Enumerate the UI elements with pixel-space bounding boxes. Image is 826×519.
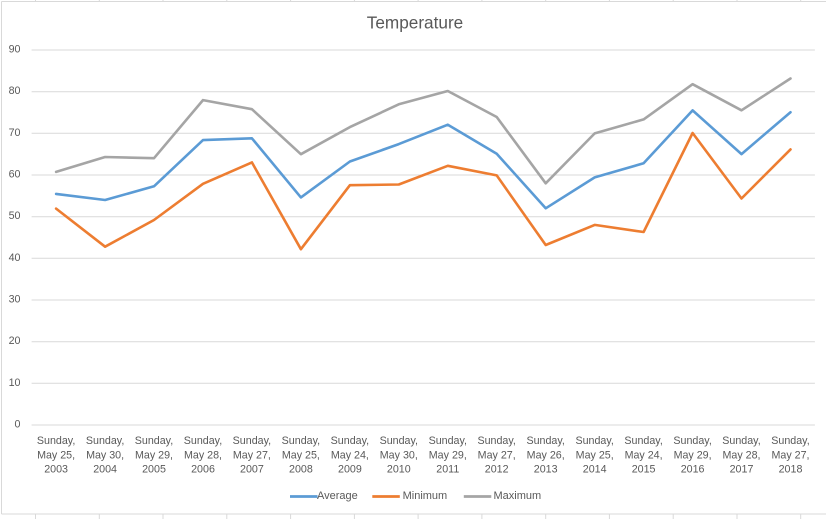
svg-text:Sunday,: Sunday,	[282, 435, 320, 447]
svg-text:Maximum: Maximum	[494, 490, 542, 502]
svg-text:2009: 2009	[338, 464, 362, 476]
svg-text:2011: 2011	[436, 464, 459, 476]
svg-text:Sunday,: Sunday,	[477, 435, 515, 447]
svg-text:60: 60	[9, 169, 21, 181]
svg-text:May 29,: May 29,	[674, 449, 712, 461]
svg-text:2004: 2004	[93, 464, 117, 476]
svg-text:Sunday,: Sunday,	[135, 435, 173, 447]
svg-text:Sunday,: Sunday,	[331, 435, 369, 447]
svg-text:Sunday,: Sunday,	[771, 435, 809, 447]
svg-text:30: 30	[9, 294, 21, 306]
svg-text:May 28,: May 28,	[722, 449, 760, 461]
svg-text:90: 90	[9, 44, 21, 56]
svg-text:0: 0	[15, 419, 21, 431]
svg-text:2008: 2008	[289, 464, 313, 476]
svg-text:Sunday,: Sunday,	[673, 435, 711, 447]
svg-text:Sunday,: Sunday,	[380, 435, 418, 447]
svg-text:Sunday,: Sunday,	[624, 435, 662, 447]
svg-text:40: 40	[9, 252, 21, 264]
svg-text:Sunday,: Sunday,	[429, 435, 467, 447]
svg-text:Average: Average	[317, 490, 358, 502]
svg-text:Minimum: Minimum	[403, 490, 448, 502]
svg-text:Sunday,: Sunday,	[526, 435, 564, 447]
svg-text:May 29,: May 29,	[429, 449, 467, 461]
svg-text:Sunday,: Sunday,	[575, 435, 613, 447]
svg-text:May 29,: May 29,	[135, 449, 173, 461]
svg-text:2012: 2012	[485, 464, 509, 476]
svg-text:May 25,: May 25,	[576, 449, 614, 461]
svg-text:May 28,: May 28,	[184, 449, 222, 461]
svg-text:May 26,: May 26,	[527, 449, 565, 461]
svg-text:2015: 2015	[632, 464, 656, 476]
svg-text:2016: 2016	[681, 464, 705, 476]
svg-text:2010: 2010	[387, 464, 411, 476]
svg-text:20: 20	[9, 335, 21, 347]
svg-text:Temperature: Temperature	[367, 13, 464, 33]
svg-text:10: 10	[9, 377, 21, 389]
svg-text:80: 80	[9, 85, 21, 97]
svg-text:50: 50	[9, 210, 21, 222]
svg-text:Sunday,: Sunday,	[184, 435, 222, 447]
svg-text:2017: 2017	[730, 464, 754, 476]
svg-text:2013: 2013	[534, 464, 558, 476]
svg-text:May 27,: May 27,	[233, 449, 271, 461]
svg-text:2003: 2003	[44, 464, 68, 476]
svg-text:May 27,: May 27,	[478, 449, 516, 461]
svg-text:May 25,: May 25,	[37, 449, 75, 461]
svg-text:May 30,: May 30,	[380, 449, 418, 461]
svg-text:May 30,: May 30,	[86, 449, 124, 461]
svg-text:May 25,: May 25,	[282, 449, 320, 461]
svg-text:May 24,: May 24,	[625, 449, 663, 461]
svg-text:2007: 2007	[240, 464, 264, 476]
svg-text:70: 70	[9, 127, 21, 139]
svg-text:2005: 2005	[142, 464, 166, 476]
svg-text:May 27,: May 27,	[771, 449, 809, 461]
svg-text:Sunday,: Sunday,	[37, 435, 75, 447]
svg-text:Sunday,: Sunday,	[86, 435, 124, 447]
svg-text:2014: 2014	[583, 464, 607, 476]
svg-text:Sunday,: Sunday,	[722, 435, 760, 447]
svg-text:Sunday,: Sunday,	[233, 435, 271, 447]
svg-text:2006: 2006	[191, 464, 215, 476]
svg-text:May 24,: May 24,	[331, 449, 369, 461]
svg-text:2018: 2018	[779, 464, 803, 476]
